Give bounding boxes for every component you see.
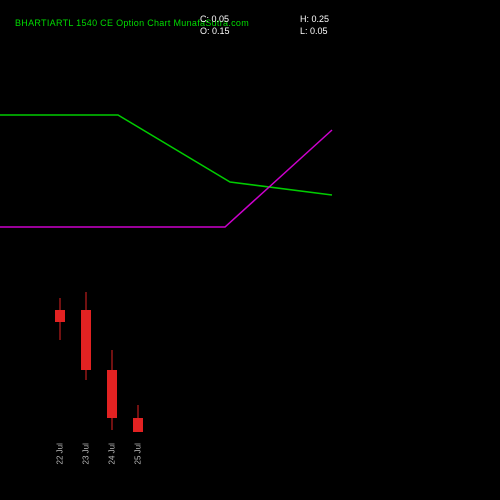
candle-body	[81, 310, 91, 370]
x-axis-label: 22 Jul	[56, 443, 65, 464]
candlesticks	[55, 292, 143, 432]
x-axis-label: 25 Jul	[134, 443, 143, 464]
candle-body	[55, 310, 65, 322]
candle-body	[133, 418, 143, 432]
chart-svg	[0, 0, 500, 500]
x-axis-label: 23 Jul	[82, 443, 91, 464]
candle-body	[107, 370, 117, 418]
line-green	[0, 115, 332, 195]
trend-lines	[0, 115, 332, 227]
chart-container: { "title": "BHARTIARTL 1540 CE Option Ch…	[0, 0, 500, 500]
x-axis-label: 24 Jul	[108, 443, 117, 464]
x-axis-labels: 22 Jul 23 Jul 24 Jul 25 Jul	[0, 432, 500, 472]
